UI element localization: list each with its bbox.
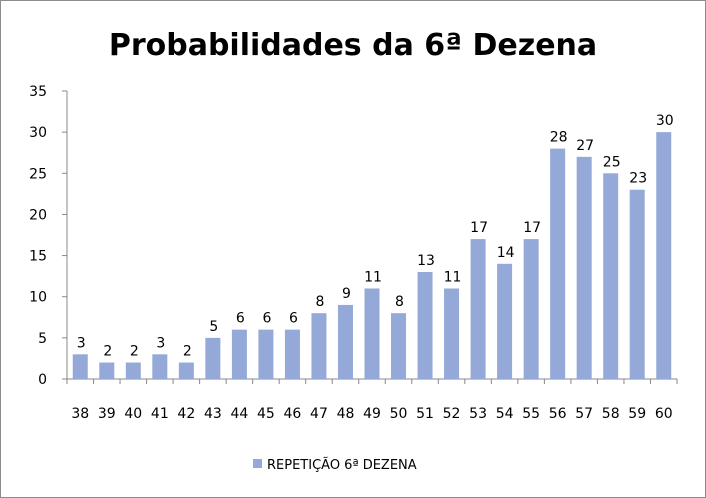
x-tick-label: 45 bbox=[257, 406, 275, 422]
x-tick-label: 42 bbox=[177, 406, 195, 422]
data-label: 3 bbox=[77, 335, 86, 351]
data-label: 6 bbox=[236, 311, 245, 327]
bar-series bbox=[72, 132, 672, 379]
x-tick-label: 51 bbox=[416, 406, 434, 422]
bar bbox=[576, 156, 592, 379]
x-tick-label: 47 bbox=[310, 406, 328, 422]
bar bbox=[311, 313, 327, 379]
bar bbox=[231, 329, 247, 379]
x-tick-label: 44 bbox=[230, 406, 248, 422]
data-label: 2 bbox=[103, 344, 112, 360]
bar bbox=[364, 288, 380, 379]
bar bbox=[99, 362, 115, 379]
bar bbox=[497, 263, 513, 379]
data-label: 30 bbox=[656, 113, 674, 129]
x-tick-label: 58 bbox=[602, 406, 620, 422]
x-axis: 38 39 40 41 42 43 44 45 46 47 48 49 50 51 52 53 54 55 56 57… bbox=[66, 378, 678, 422]
data-label: 2 bbox=[183, 344, 192, 360]
bar bbox=[629, 189, 645, 379]
bar bbox=[72, 354, 88, 379]
bar bbox=[391, 313, 407, 379]
legend-label: REPETIÇÃO 6ª DEZENA bbox=[267, 457, 417, 473]
data-label: 27 bbox=[576, 138, 594, 154]
bar bbox=[603, 173, 619, 379]
bar bbox=[550, 148, 566, 379]
x-tick-label: 60 bbox=[655, 406, 673, 422]
bar bbox=[125, 362, 141, 379]
bar bbox=[258, 329, 274, 379]
x-tick-label: 49 bbox=[363, 406, 381, 422]
y-tick-label: 0 bbox=[38, 372, 47, 388]
x-tick-label: 55 bbox=[522, 406, 540, 422]
y-tick-label: 20 bbox=[29, 207, 47, 223]
x-tick-label: 54 bbox=[496, 406, 514, 422]
bar bbox=[444, 288, 460, 379]
data-label: 3 bbox=[156, 335, 165, 351]
x-tick-label: 50 bbox=[390, 406, 408, 422]
y-tick-label: 10 bbox=[29, 290, 47, 306]
bar bbox=[470, 239, 486, 379]
data-label: 17 bbox=[470, 220, 488, 236]
x-tick-label: 43 bbox=[204, 406, 222, 422]
bar bbox=[417, 272, 433, 379]
data-label: 8 bbox=[315, 294, 324, 310]
x-tick-label: 46 bbox=[284, 406, 302, 422]
data-label: 8 bbox=[395, 294, 404, 310]
bar bbox=[152, 354, 168, 379]
bar bbox=[337, 304, 353, 379]
x-tick-label: 57 bbox=[575, 406, 593, 422]
bar bbox=[178, 362, 194, 379]
y-tick-label: 35 bbox=[29, 84, 47, 100]
data-label: 5 bbox=[209, 319, 218, 335]
x-tick-label: 39 bbox=[98, 406, 116, 422]
data-label: 28 bbox=[550, 130, 568, 146]
data-label: 23 bbox=[629, 171, 647, 187]
x-tick-label: 59 bbox=[628, 406, 646, 422]
bar bbox=[523, 239, 539, 379]
data-label: 6 bbox=[289, 311, 298, 327]
x-tick-label: 40 bbox=[124, 406, 142, 422]
data-label: 17 bbox=[523, 220, 541, 236]
x-tick-label: 48 bbox=[337, 406, 355, 422]
bar bbox=[656, 132, 672, 379]
y-tick-label: 5 bbox=[38, 331, 47, 347]
bar bbox=[205, 337, 221, 379]
data-label: 13 bbox=[417, 253, 435, 269]
data-label: 11 bbox=[364, 269, 382, 285]
y-tick-label: 30 bbox=[29, 125, 47, 141]
data-label: 9 bbox=[342, 286, 351, 302]
data-label: 11 bbox=[444, 269, 462, 285]
y-tick-label: 15 bbox=[29, 249, 47, 265]
chart-title: Probabilidades da 6ª Dezena bbox=[109, 28, 597, 63]
x-tick-label: 52 bbox=[443, 406, 461, 422]
x-tick-label: 41 bbox=[151, 406, 169, 422]
x-tick-label: 38 bbox=[71, 406, 89, 422]
bar bbox=[284, 329, 300, 379]
x-tick-label: 53 bbox=[469, 406, 487, 422]
data-label: 2 bbox=[130, 344, 139, 360]
x-tick-label: 56 bbox=[549, 406, 567, 422]
legend-swatch bbox=[253, 459, 262, 468]
legend: REPETIÇÃO 6ª DEZENA bbox=[253, 457, 417, 473]
data-label: 14 bbox=[497, 245, 515, 261]
data-label: 25 bbox=[603, 154, 621, 170]
y-tick-label: 25 bbox=[29, 166, 47, 182]
y-axis: 0 5 10 15 20 25 30 35 bbox=[29, 84, 68, 388]
data-label: 6 bbox=[262, 311, 271, 327]
